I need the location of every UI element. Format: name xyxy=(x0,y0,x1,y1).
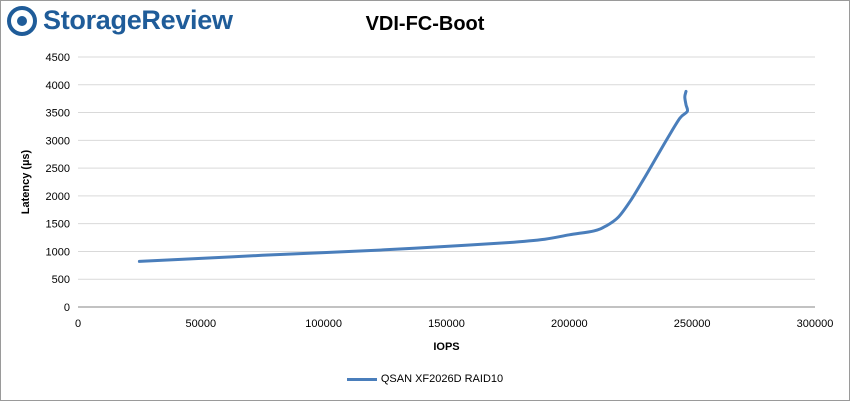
y-tick-label: 0 xyxy=(64,302,70,314)
brand-name: StorageReview xyxy=(43,5,233,35)
legend: QSAN XF2026D RAID10 xyxy=(1,373,849,385)
gridlines xyxy=(78,56,815,280)
x-tick-label: 300000 xyxy=(797,318,834,330)
chart-title: VDI-FC-Boot xyxy=(365,13,485,35)
y-axis-label: Latency (µs) xyxy=(20,149,32,214)
x-tick-label: 50000 xyxy=(186,318,217,330)
x-tick-label: 100000 xyxy=(305,318,342,330)
x-tick-label: 0 xyxy=(75,318,81,330)
x-tick-label: 250000 xyxy=(674,318,711,330)
y-tick-label: 4000 xyxy=(46,80,70,92)
series-line-qsan xyxy=(137,89,690,263)
y-tick-label: 1000 xyxy=(46,246,70,258)
y-tick-label: 500 xyxy=(52,274,70,286)
y-tick-label: 4500 xyxy=(46,52,70,64)
x-tick-label: 200000 xyxy=(551,318,588,330)
y-tick-label: 2500 xyxy=(46,163,70,175)
storagereview-logo-icon xyxy=(7,5,37,36)
x-tick-labels: 0 50000 100000 150000 200000 250000 300000 xyxy=(75,318,833,330)
y-tick-label: 3500 xyxy=(46,108,70,120)
y-tick-labels: 0 500 1000 1500 2000 2500 3000 3500 4000 4500 xyxy=(46,52,70,314)
brand-logo: StorageReview xyxy=(7,5,233,36)
y-tick-label: 1500 xyxy=(46,219,70,231)
x-axis-label: IOPS xyxy=(433,341,459,353)
x-tick-label: 150000 xyxy=(428,318,465,330)
y-tick-label: 3000 xyxy=(46,135,70,147)
legend-swatch xyxy=(346,377,377,381)
y-tick-label: 2000 xyxy=(46,191,70,203)
legend-label: QSAN XF2026D RAID10 xyxy=(380,373,504,385)
